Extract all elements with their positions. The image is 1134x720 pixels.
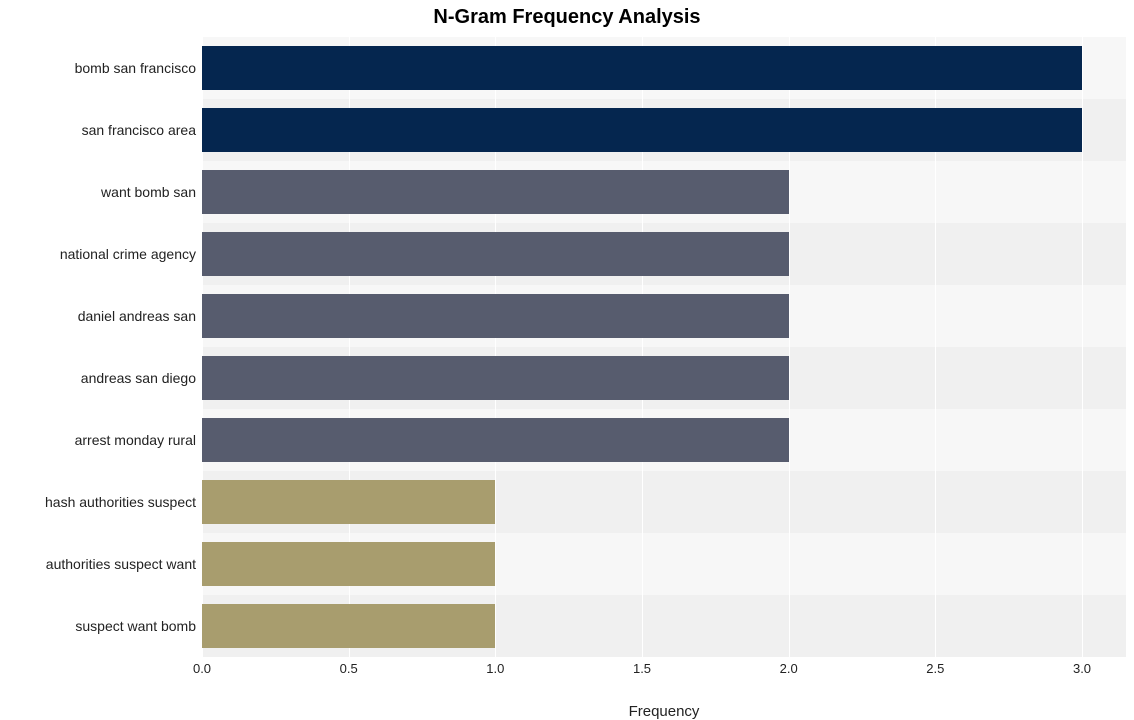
x-tick-label: 0.0 <box>193 661 211 676</box>
x-tick-label: 3.0 <box>1073 661 1091 676</box>
bar-row <box>202 99 1126 161</box>
bar-row <box>202 471 1126 533</box>
bar-row <box>202 223 1126 285</box>
bar <box>202 418 789 463</box>
y-tick-label: daniel andreas san <box>8 285 202 347</box>
bar <box>202 356 789 401</box>
y-tick-label: arrest monday rural <box>8 409 202 471</box>
bar-row <box>202 285 1126 347</box>
bar <box>202 46 1082 91</box>
bar <box>202 232 789 277</box>
bar <box>202 294 789 339</box>
y-tick-label: suspect want bomb <box>8 595 202 657</box>
plot-area <box>202 37 1126 657</box>
y-tick-label: national crime agency <box>8 223 202 285</box>
x-axis-label: Frequency <box>202 703 1126 720</box>
bar <box>202 108 1082 153</box>
bar <box>202 542 495 587</box>
x-axis-ticks: 0.00.51.01.52.02.53.0 <box>202 661 1126 681</box>
bar-group <box>202 37 1126 657</box>
bar-row <box>202 595 1126 657</box>
y-tick-label: bomb san francisco <box>8 37 202 99</box>
y-tick-label: andreas san diego <box>8 347 202 409</box>
y-tick-label: san francisco area <box>8 99 202 161</box>
bar <box>202 480 495 525</box>
x-tick-label: 0.5 <box>340 661 358 676</box>
bar-row <box>202 533 1126 595</box>
y-tick-label: hash authorities suspect <box>8 471 202 533</box>
bar-row <box>202 37 1126 99</box>
x-tick-label: 2.5 <box>926 661 944 676</box>
x-tick-label: 2.0 <box>780 661 798 676</box>
y-axis-labels: bomb san franciscosan francisco areawant… <box>8 37 202 657</box>
y-tick-label: authorities suspect want <box>8 533 202 595</box>
bar-row <box>202 409 1126 471</box>
x-tick-label: 1.5 <box>633 661 651 676</box>
bar <box>202 604 495 649</box>
y-tick-label: want bomb san <box>8 161 202 223</box>
x-tick-label: 1.0 <box>486 661 504 676</box>
bar-row <box>202 161 1126 223</box>
plot-region: bomb san franciscosan francisco areawant… <box>8 37 1126 657</box>
bar-row <box>202 347 1126 409</box>
x-axis: 0.0 0.5 1.0 1.5 2.0 2.5 3.0 <box>8 661 1126 681</box>
chart-container: N-Gram Frequency Analysis bomb san franc… <box>0 0 1134 701</box>
bar <box>202 170 789 215</box>
chart-title: N-Gram Frequency Analysis <box>8 6 1126 29</box>
